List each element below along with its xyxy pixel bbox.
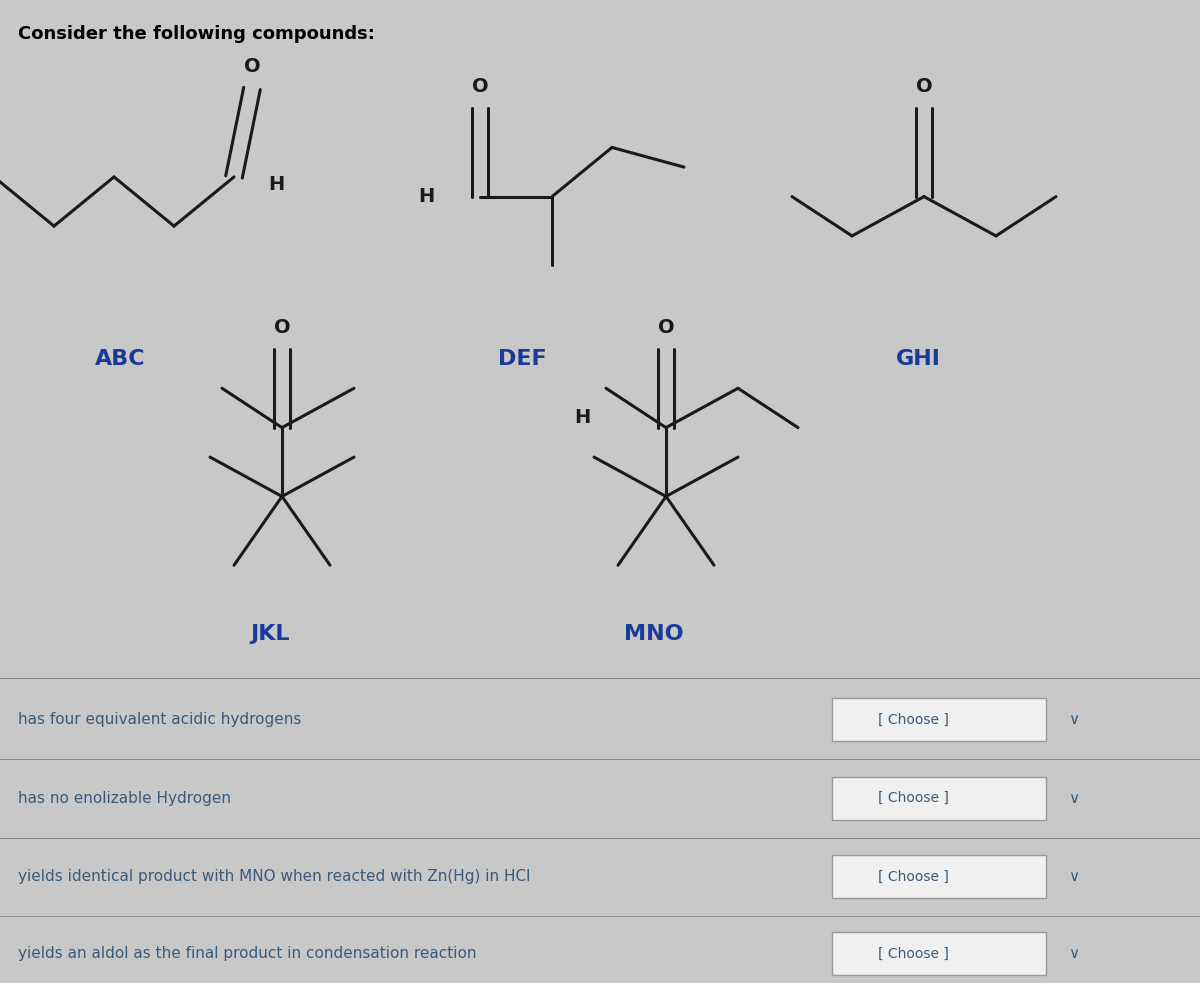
Text: MNO: MNO [624, 624, 684, 644]
Text: [ Choose ]: [ Choose ] [878, 791, 949, 805]
Text: H: H [268, 175, 284, 195]
FancyBboxPatch shape [832, 855, 1046, 898]
Text: has four equivalent acidic hydrogens: has four equivalent acidic hydrogens [18, 712, 301, 727]
Text: H: H [574, 408, 590, 428]
Text: O: O [244, 57, 260, 77]
Text: ∨: ∨ [1068, 790, 1080, 806]
Text: ∨: ∨ [1068, 712, 1080, 727]
Text: [ Choose ]: [ Choose ] [878, 713, 949, 726]
Text: GHI: GHI [895, 349, 941, 369]
Text: O: O [658, 318, 674, 337]
Text: has no enolizable Hydrogen: has no enolizable Hydrogen [18, 790, 230, 806]
Text: [ Choose ]: [ Choose ] [878, 870, 949, 884]
Text: ∨: ∨ [1068, 946, 1080, 961]
FancyBboxPatch shape [832, 777, 1046, 820]
Text: ABC: ABC [95, 349, 145, 369]
Text: O: O [916, 77, 932, 96]
Text: DEF: DEF [498, 349, 546, 369]
Text: [ Choose ]: [ Choose ] [878, 947, 949, 960]
Text: yields identical product with MNO when reacted with Zn(Hg) in HCl: yields identical product with MNO when r… [18, 869, 530, 885]
FancyBboxPatch shape [832, 932, 1046, 975]
Text: Consider the following compounds:: Consider the following compounds: [18, 25, 374, 42]
Text: ∨: ∨ [1068, 869, 1080, 885]
Text: O: O [274, 318, 290, 337]
Text: H: H [418, 187, 434, 206]
Text: JKL: JKL [251, 624, 289, 644]
FancyBboxPatch shape [832, 698, 1046, 741]
Text: O: O [472, 77, 488, 96]
Text: yields an aldol as the final product in condensation reaction: yields an aldol as the final product in … [18, 946, 476, 961]
